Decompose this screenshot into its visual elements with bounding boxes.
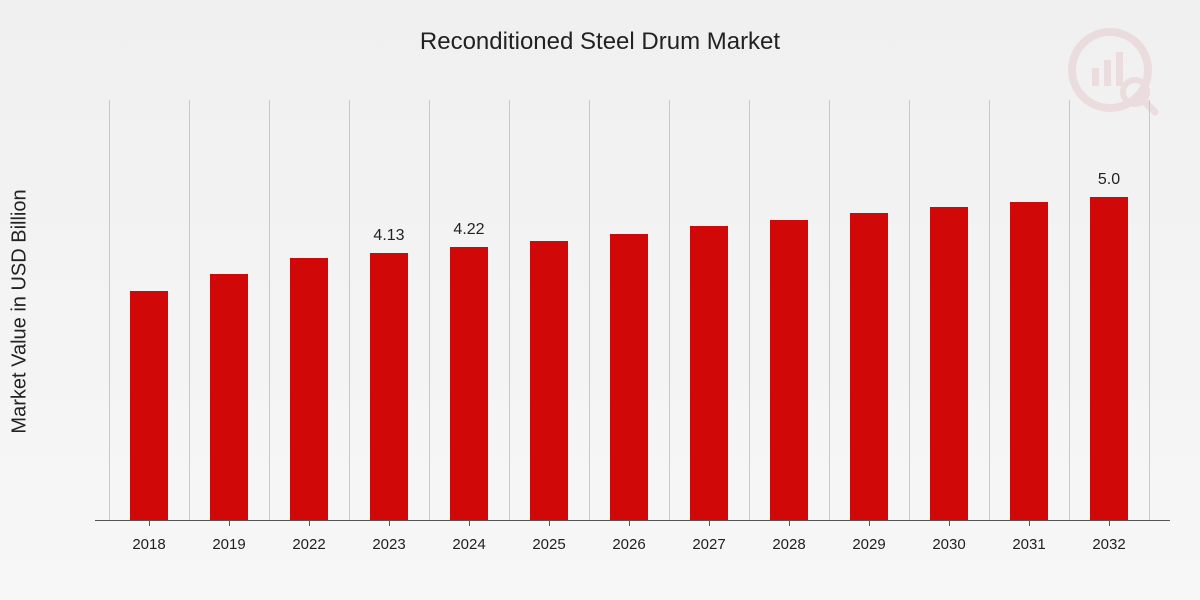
x-tick	[949, 520, 950, 526]
x-axis-label: 2028	[772, 536, 805, 553]
grid-line	[669, 100, 670, 520]
x-axis-label: 2026	[612, 536, 645, 553]
x-axis-label: 2022	[292, 536, 325, 553]
x-tick	[229, 520, 230, 526]
grid-line	[829, 100, 830, 520]
x-axis-label: 2023	[372, 536, 405, 553]
x-axis-label: 2024	[452, 536, 485, 553]
x-axis-label: 2025	[532, 536, 565, 553]
bars-container: 4.13 4.22 5.0	[95, 100, 1170, 520]
x-tick	[1029, 520, 1030, 526]
grid-line	[909, 100, 910, 520]
bar	[450, 247, 488, 520]
x-tick	[309, 520, 310, 526]
x-axis-label: 2018	[132, 536, 165, 553]
x-axis-label: 2031	[1012, 536, 1045, 553]
x-tick	[549, 520, 550, 526]
grid-line	[589, 100, 590, 520]
grid-line	[109, 100, 110, 520]
bar	[130, 291, 168, 520]
y-axis-label: Market Value in USD Billion	[9, 189, 32, 433]
bar-value-label: 5.0	[1098, 171, 1120, 189]
x-axis-line	[95, 520, 1170, 521]
bar	[930, 207, 968, 520]
chart-title: Reconditioned Steel Drum Market	[0, 28, 1200, 56]
bar	[210, 274, 248, 520]
grid-line	[1149, 100, 1150, 520]
grid-line	[269, 100, 270, 520]
x-tick	[389, 520, 390, 526]
bar	[530, 241, 568, 520]
grid-line	[749, 100, 750, 520]
bar	[1090, 197, 1128, 520]
x-tick	[1109, 520, 1110, 526]
grid-line	[509, 100, 510, 520]
bar	[690, 226, 728, 520]
bar	[290, 258, 328, 520]
x-tick	[469, 520, 470, 526]
grid-line	[349, 100, 350, 520]
bar	[370, 253, 408, 520]
x-tick	[149, 520, 150, 526]
x-axis-label: 2027	[692, 536, 725, 553]
grid-line	[989, 100, 990, 520]
x-tick	[629, 520, 630, 526]
x-axis-label: 2029	[852, 536, 885, 553]
bar	[770, 220, 808, 520]
plot-area: 4.13 4.22 5.0	[95, 100, 1170, 520]
grid-line	[189, 100, 190, 520]
x-tick	[709, 520, 710, 526]
bar	[1010, 202, 1048, 520]
grid-line	[429, 100, 430, 520]
grid-line	[1069, 100, 1070, 520]
bar	[850, 213, 888, 520]
bar	[610, 234, 648, 520]
x-axis-label: 2030	[932, 536, 965, 553]
x-axis-label: 2032	[1092, 536, 1125, 553]
bar-value-label: 4.22	[453, 221, 484, 239]
x-axis-label: 2019	[212, 536, 245, 553]
x-tick	[789, 520, 790, 526]
bar-value-label: 4.13	[373, 227, 404, 245]
x-tick	[869, 520, 870, 526]
